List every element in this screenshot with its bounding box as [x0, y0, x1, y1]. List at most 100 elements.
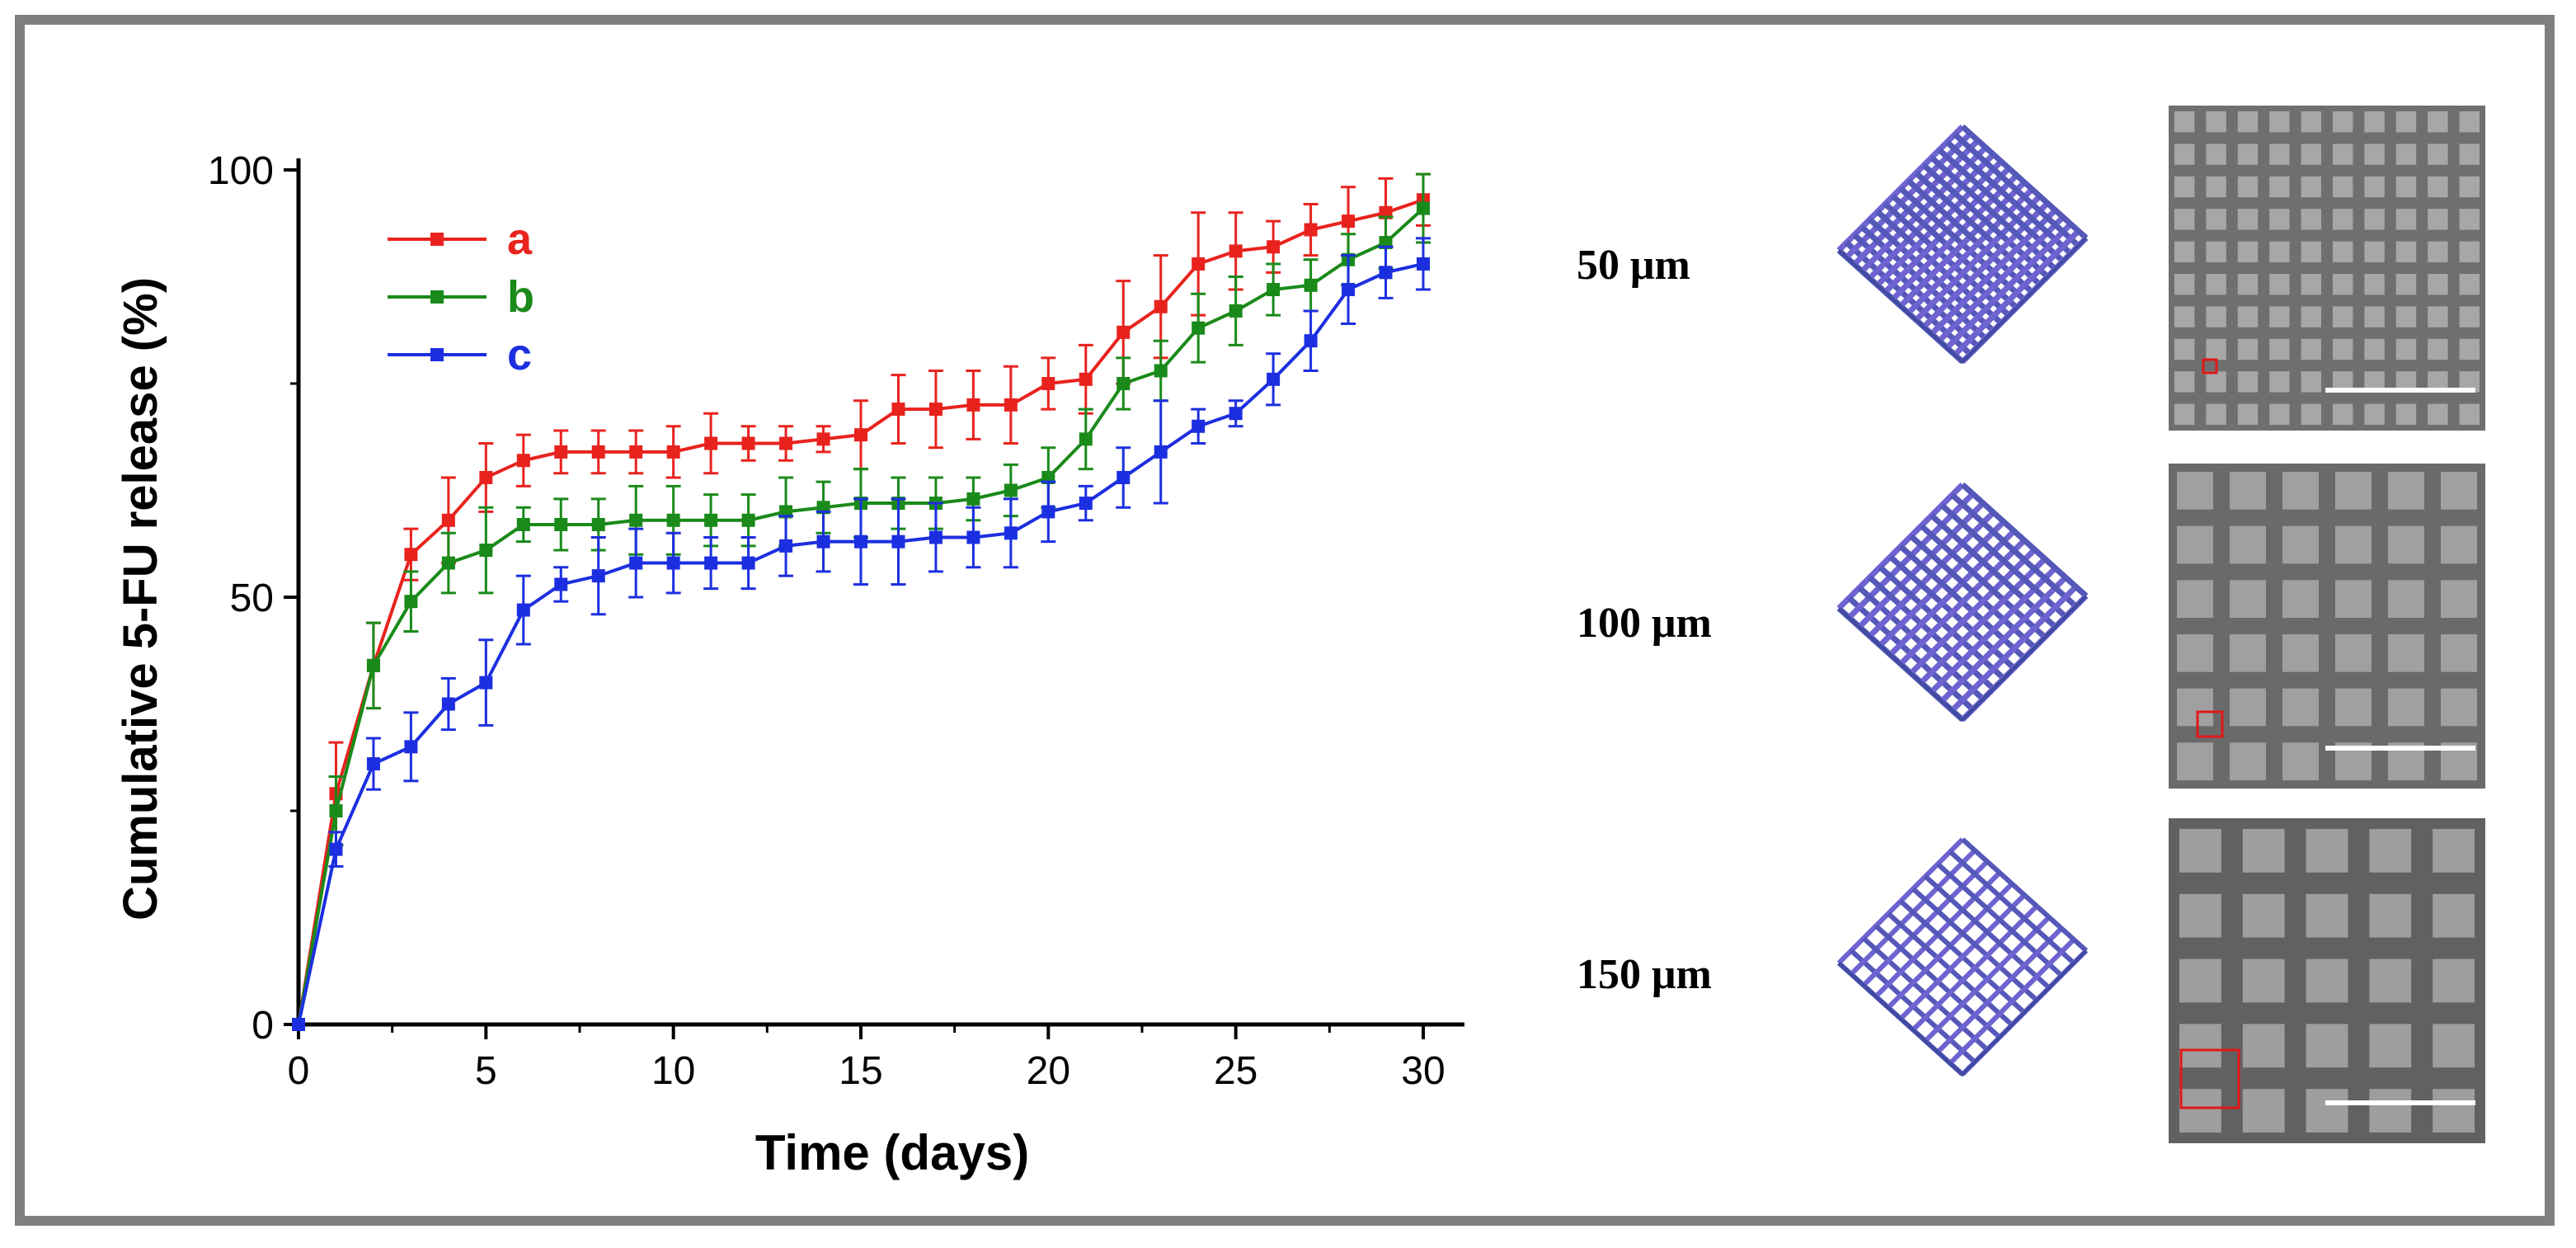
- data-point: [854, 428, 867, 442]
- micrograph-pore: [2206, 176, 2226, 198]
- micrograph-pore: [2282, 742, 2319, 780]
- micrograph-pore: [2364, 111, 2385, 133]
- data-point: [1192, 321, 1206, 335]
- data-point: [554, 517, 568, 531]
- lattice-bar: [1948, 937, 2076, 1066]
- lattice-bar: [1923, 915, 2052, 1043]
- data-point: [1379, 266, 1393, 280]
- data-point: [404, 740, 418, 754]
- data-point: [292, 1018, 305, 1031]
- micrograph-pore: [2333, 111, 2353, 133]
- micrograph-pore: [2395, 274, 2417, 295]
- micrograph-pore: [2441, 580, 2477, 618]
- pore-highlight-box: [2202, 358, 2218, 374]
- micrograph-pore: [2269, 338, 2290, 360]
- micrograph-pore: [2333, 274, 2353, 295]
- chart-series: [292, 172, 1431, 1031]
- data-point: [1154, 445, 1168, 459]
- lattice-bar: [1914, 194, 2042, 323]
- micrograph-pore: [2269, 371, 2290, 393]
- data-point: [329, 842, 343, 856]
- micrograph-pore: [2206, 274, 2226, 295]
- micrograph-pore: [2206, 306, 2226, 327]
- data-point: [704, 436, 718, 450]
- micrograph-pore: [2428, 306, 2448, 327]
- micrograph-pore: [2237, 176, 2259, 198]
- micrograph-pore: [2301, 111, 2321, 133]
- scaffold-150-label: 150 μm: [1577, 951, 1712, 998]
- data-point: [629, 513, 643, 527]
- micrograph-pore: [2237, 144, 2259, 165]
- legend-marker-b: [430, 290, 444, 304]
- lattice-bar: [1948, 850, 2076, 965]
- micrograph-pore: [2441, 634, 2477, 672]
- micrograph-pore: [2269, 274, 2290, 295]
- micrograph-pore: [2174, 144, 2195, 165]
- data-point: [666, 556, 680, 570]
- micrograph-pore: [2282, 580, 2319, 618]
- lattice-bar: [1923, 874, 2052, 990]
- micrograph-pore: [2388, 525, 2424, 564]
- data-point: [516, 603, 530, 617]
- micrograph-pore: [2441, 472, 2477, 510]
- lattice-bar: [1921, 200, 2050, 329]
- lattice-bar: [1953, 228, 2081, 357]
- data-point: [816, 535, 830, 549]
- data-point: [966, 398, 980, 412]
- data-point: [816, 432, 830, 446]
- micrograph-pore: [2388, 634, 2424, 672]
- lattice-50-image: [1836, 124, 2089, 365]
- lattice-bar: [1950, 492, 2078, 609]
- micrograph-pore: [2459, 144, 2480, 165]
- micrograph-pore: [2364, 403, 2385, 425]
- data-point: [1304, 334, 1318, 348]
- micrograph-pore: [2428, 176, 2448, 198]
- data-point: [366, 757, 380, 771]
- micrograph-pore: [2242, 1024, 2285, 1068]
- lattice-bar: [1944, 222, 2073, 351]
- legend-marker-a: [430, 233, 444, 246]
- data-point: [741, 436, 755, 450]
- data-point: [1154, 364, 1168, 378]
- data-point: [704, 556, 718, 570]
- data-point: [1417, 257, 1430, 271]
- micrograph-pore: [2177, 634, 2213, 672]
- legend-label-a: a: [507, 214, 533, 264]
- micrograph-pore: [2306, 829, 2348, 873]
- lattice-bar: [1937, 148, 2066, 264]
- micrograph-pore: [2388, 472, 2424, 510]
- micrograph-pore: [2237, 209, 2259, 230]
- y-tick-label: 100: [208, 149, 274, 193]
- micrograph-pore: [2242, 829, 2285, 873]
- data-point: [666, 445, 680, 459]
- micrograph-pore: [2395, 111, 2417, 133]
- micrograph-pore: [2177, 525, 2213, 564]
- pore-highlight-box: [2196, 710, 2224, 738]
- pore-highlight-box: [2179, 1048, 2240, 1109]
- micrograph-pore: [2174, 241, 2195, 262]
- micrograph-pore: [2301, 371, 2321, 393]
- data-point: [404, 595, 418, 609]
- micrograph-pore: [2237, 338, 2259, 360]
- micrograph-pore: [2282, 688, 2319, 727]
- micrograph-pore: [2433, 1089, 2475, 1133]
- data-point: [591, 569, 605, 583]
- micrograph-pore: [2364, 338, 2385, 360]
- micrograph-pore: [2206, 371, 2226, 393]
- chart-legend: abc: [388, 214, 534, 379]
- lattice-bar: [1911, 887, 2039, 1002]
- micrograph-pore: [2364, 241, 2385, 262]
- micrograph-pore: [2428, 241, 2448, 262]
- micrograph-pore: [2179, 829, 2221, 873]
- micrograph-pore: [2335, 634, 2372, 672]
- x-axis-label: Time (days): [755, 1125, 1029, 1180]
- data-point: [779, 539, 793, 553]
- micrograph-pore: [2428, 403, 2448, 425]
- data-point: [329, 804, 343, 817]
- micrograph-pore: [2174, 274, 2195, 295]
- micrograph-pore: [2388, 688, 2424, 727]
- micrograph-pore: [2242, 893, 2285, 938]
- lattice-bar: [1914, 171, 2042, 287]
- micrograph-pore: [2395, 403, 2417, 425]
